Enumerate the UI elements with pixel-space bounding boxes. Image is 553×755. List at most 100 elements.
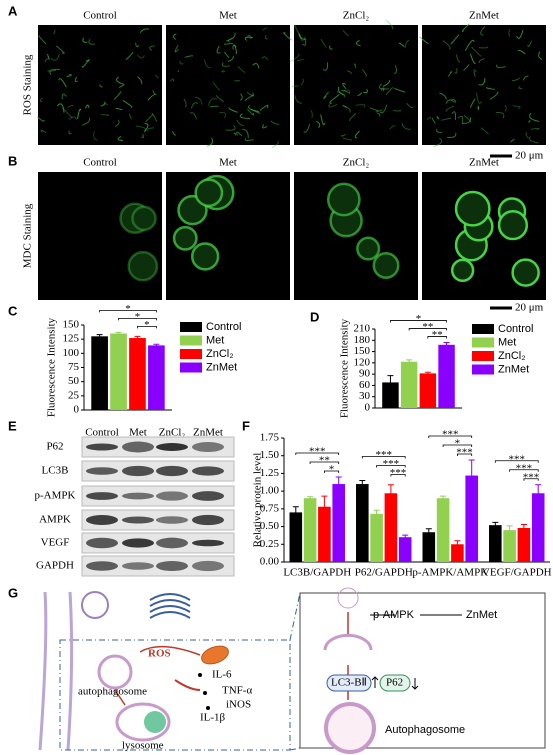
membrane xyxy=(38,591,48,751)
cell-signal xyxy=(419,36,429,45)
band xyxy=(86,467,118,475)
cell-signal xyxy=(225,125,236,131)
y-axis-label: Fluorescence Intensity xyxy=(46,317,58,417)
y-tick-label: 30 xyxy=(359,390,371,402)
column-label: Met xyxy=(219,157,237,169)
cell-signal xyxy=(394,65,397,75)
legend-swatch xyxy=(472,364,494,375)
band xyxy=(192,491,224,501)
bar xyxy=(129,338,146,410)
bar xyxy=(110,333,127,410)
cell-signal xyxy=(228,107,238,113)
cell-signal xyxy=(433,137,443,147)
cell-ring xyxy=(190,242,220,271)
cell-signal xyxy=(76,108,82,120)
cell-signal xyxy=(426,116,432,120)
y-tick-label: 75 xyxy=(68,361,80,373)
cell-signal xyxy=(394,88,406,93)
y-tick-label: 50 xyxy=(68,375,80,387)
cell-signal xyxy=(291,85,299,88)
column-label: Met xyxy=(219,10,237,22)
schematic-label: ZnMet xyxy=(466,609,497,621)
cell-ring xyxy=(372,251,400,279)
cell-signal xyxy=(470,98,476,108)
dot xyxy=(198,673,202,677)
band xyxy=(192,466,224,476)
cell-ring xyxy=(194,178,224,208)
cell-signal xyxy=(116,76,125,86)
cell-signal xyxy=(294,95,303,104)
cell-signal xyxy=(518,86,523,89)
cell-signal xyxy=(283,32,293,41)
y-tick-label: 180 xyxy=(354,334,371,346)
marker-box xyxy=(326,674,372,692)
cell-signal xyxy=(135,42,140,48)
cell-ring xyxy=(326,182,361,217)
cell-signal xyxy=(221,62,231,67)
error-bar xyxy=(153,343,160,347)
marker-label: P62 xyxy=(386,677,403,689)
blot-label: p-AMPK xyxy=(35,490,76,502)
cell-signal xyxy=(223,42,233,45)
band xyxy=(86,443,118,451)
cell-signal xyxy=(450,34,460,45)
y-axis-label: Relative protein level xyxy=(252,453,264,548)
lane-label: ZnCl₂ xyxy=(159,427,186,439)
cell-signal xyxy=(385,20,394,30)
panel-label: A xyxy=(8,3,18,18)
detail-box xyxy=(299,592,546,749)
cell-signal xyxy=(155,74,159,79)
panel-label: G xyxy=(8,585,18,600)
bar xyxy=(289,512,303,562)
significance-label: * xyxy=(144,319,150,331)
cell-signal xyxy=(61,93,67,100)
cell-signal xyxy=(93,131,98,141)
cell-signal xyxy=(445,99,455,104)
cell-ring xyxy=(454,190,491,227)
arrow xyxy=(114,689,126,706)
cell-signal xyxy=(122,100,133,108)
cell-signal xyxy=(489,91,499,100)
cell-signal xyxy=(250,108,261,114)
significance-label: * xyxy=(416,313,422,325)
cell-ring xyxy=(172,225,198,251)
cell-signal xyxy=(207,98,218,106)
band xyxy=(122,538,154,548)
lysosome-core xyxy=(144,711,166,733)
cell-signal xyxy=(463,64,470,71)
cell-signal xyxy=(252,63,260,69)
cell-signal xyxy=(190,102,199,109)
cell-signal xyxy=(303,123,311,133)
significance-label: *** xyxy=(456,446,473,458)
cell-signal xyxy=(66,73,72,78)
y-tick-label: 100 xyxy=(63,347,80,359)
cell-signal xyxy=(441,117,452,121)
bar xyxy=(332,484,345,562)
legend-label: Met xyxy=(498,336,516,348)
cell-signal xyxy=(247,104,260,113)
cell-signal xyxy=(270,120,280,125)
cell-signal xyxy=(117,135,123,141)
significance-bracket xyxy=(323,470,340,473)
cell-signal xyxy=(212,81,221,91)
vesicle xyxy=(337,587,359,609)
y-axis-label: Fluorescence Intensity xyxy=(339,318,351,418)
cell-signal xyxy=(177,70,179,73)
significance-bracket xyxy=(523,478,539,481)
significance-bracket xyxy=(390,320,447,323)
cell-signal xyxy=(329,94,340,104)
row-label: MDC Staining xyxy=(22,203,34,268)
cell-signal xyxy=(529,136,539,144)
band xyxy=(86,537,118,549)
membrane xyxy=(66,591,74,751)
panel-label: D xyxy=(310,309,319,324)
panel-label: C xyxy=(8,303,18,318)
cell-signal xyxy=(149,45,155,51)
significance-bracket xyxy=(376,465,406,468)
cell-signal xyxy=(145,113,154,123)
significance-bracket xyxy=(456,453,473,456)
y-tick-label: 120 xyxy=(354,356,371,368)
error-bar xyxy=(373,509,380,518)
error-bar xyxy=(402,534,409,540)
cell-signal xyxy=(389,125,396,130)
